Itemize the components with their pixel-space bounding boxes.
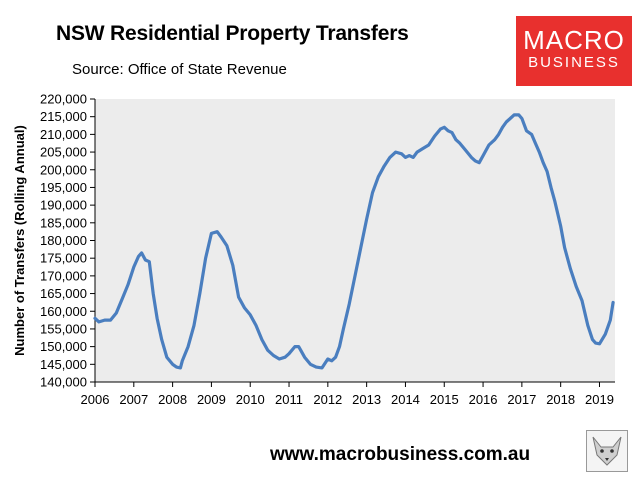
y-axis-label: Number of Transfers (Rolling Annual) (12, 125, 27, 356)
plot-area (95, 99, 615, 382)
fox-mascot-icon (586, 430, 628, 472)
y-tick-label: 195,000 (40, 180, 87, 195)
y-tick-label: 145,000 (40, 357, 87, 372)
y-tick-label: 170,000 (40, 268, 87, 283)
x-tick-label: 2007 (119, 392, 148, 407)
y-tick-label: 180,000 (40, 233, 87, 248)
x-tick-label: 2008 (158, 392, 187, 407)
x-tick-label: 2018 (546, 392, 575, 407)
x-tick-label: 2012 (313, 392, 342, 407)
x-tick-label: 2017 (507, 392, 536, 407)
x-tick-label: 2009 (197, 392, 226, 407)
chart-subtitle: Source: Office of State Revenue (72, 61, 287, 78)
y-tick-label: 185,000 (40, 215, 87, 230)
y-tick-label: 220,000 (40, 92, 87, 107)
x-tick-label: 2015 (430, 392, 459, 407)
logo-line1: MACRO (523, 25, 625, 55)
x-tick-label: 2010 (236, 392, 265, 407)
y-tick-label: 155,000 (40, 321, 87, 336)
y-tick-label: 205,000 (40, 145, 87, 160)
y-tick-label: 175,000 (40, 251, 87, 266)
footer-url: www.macrobusiness.com.au (270, 444, 531, 465)
y-tick-label: 160,000 (40, 304, 87, 319)
y-tick-label: 215,000 (40, 109, 87, 124)
y-tick-label: 190,000 (40, 198, 87, 213)
logo-line2: BUSINESS (528, 54, 620, 71)
y-tick-label: 140,000 (40, 375, 87, 390)
x-tick-label: 2016 (469, 392, 498, 407)
x-tick-label: 2013 (352, 392, 381, 407)
y-tick-label: 210,000 (40, 127, 87, 142)
x-tick-label: 2019 (585, 392, 614, 407)
x-tick-label: 2011 (275, 392, 303, 407)
macrobusiness-logo: MACRO BUSINESS (516, 16, 632, 86)
y-tick-label: 150,000 (40, 339, 87, 354)
y-tick-label: 165,000 (40, 286, 87, 301)
x-tick-label: 2014 (391, 392, 420, 407)
x-tick-label: 2006 (81, 392, 110, 407)
chart-title: NSW Residential Property Transfers (56, 22, 409, 45)
y-tick-label: 200,000 (40, 162, 87, 177)
series-line (93, 113, 615, 370)
